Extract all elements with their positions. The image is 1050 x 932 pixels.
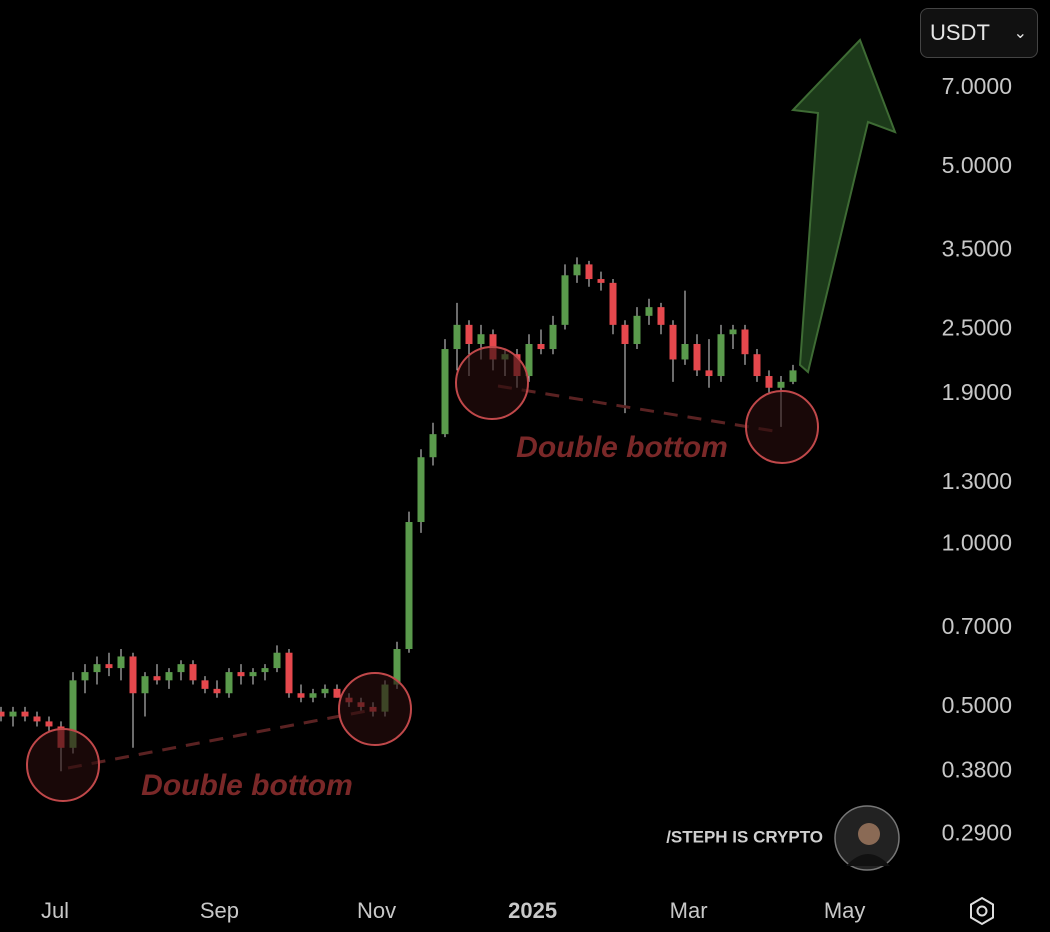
avatar-head bbox=[858, 823, 880, 845]
circle-marker bbox=[455, 346, 529, 420]
candle-body bbox=[393, 649, 401, 685]
candle-body bbox=[297, 693, 305, 698]
trend-line bbox=[67, 708, 373, 770]
y-tick-label: 3.5000 bbox=[942, 236, 1012, 262]
y-tick-label: 0.5000 bbox=[942, 692, 1012, 718]
candle-body bbox=[213, 688, 221, 694]
candle-body bbox=[153, 676, 161, 681]
candle-body bbox=[681, 344, 689, 360]
avatar bbox=[834, 805, 900, 871]
candle-body bbox=[621, 324, 629, 345]
currency-label[interactable]: USDT bbox=[930, 20, 990, 45]
candle-body bbox=[201, 680, 209, 689]
candle-body bbox=[645, 307, 653, 316]
candle-body bbox=[525, 344, 533, 377]
y-tick-label: 2.5000 bbox=[942, 315, 1012, 341]
x-tick-label: Sep bbox=[200, 898, 239, 923]
candle-body bbox=[573, 264, 581, 276]
x-tick-label: 2025 bbox=[508, 898, 557, 923]
x-tick-label: Nov bbox=[357, 898, 396, 923]
candle-body bbox=[429, 434, 437, 458]
candle-body bbox=[561, 275, 569, 325]
candle-body bbox=[669, 324, 677, 360]
candle-body bbox=[249, 672, 257, 677]
candle-body bbox=[453, 324, 461, 350]
candle-body bbox=[225, 672, 233, 694]
candle-body bbox=[141, 676, 149, 694]
candle-body bbox=[585, 264, 593, 280]
candle-body bbox=[333, 688, 341, 698]
candle-body bbox=[753, 354, 761, 377]
candle-body bbox=[633, 315, 641, 345]
settings-icon[interactable] bbox=[970, 896, 994, 926]
y-tick-label: 7.0000 bbox=[942, 73, 1012, 99]
candle-body bbox=[189, 664, 197, 681]
candle-body bbox=[237, 672, 245, 677]
x-tick-label: May bbox=[824, 898, 866, 923]
candle-body bbox=[81, 672, 89, 681]
circle-marker bbox=[26, 728, 100, 802]
y-tick-label: 1.3000 bbox=[942, 468, 1012, 494]
candle-body bbox=[765, 376, 773, 388]
candle-body bbox=[117, 656, 125, 669]
x-tick-label: Mar bbox=[670, 898, 708, 923]
candle-body bbox=[177, 664, 185, 673]
candle-body bbox=[597, 279, 605, 283]
candle-body bbox=[21, 711, 29, 717]
chevron[interactable]: ⌄ bbox=[1013, 25, 1027, 42]
candle-body bbox=[705, 370, 713, 377]
annotation-text: Double bottom bbox=[141, 769, 353, 802]
candle-body bbox=[0, 711, 5, 717]
candle-body bbox=[309, 693, 317, 698]
currency-select[interactable]: USDT ⌄ bbox=[920, 8, 1038, 58]
candle-body bbox=[33, 716, 41, 722]
candle-body bbox=[477, 334, 485, 345]
candle-body bbox=[45, 721, 53, 727]
annotations: Double bottom Double bottom bbox=[26, 346, 819, 802]
candle-body bbox=[465, 324, 473, 345]
candle-body bbox=[285, 652, 293, 694]
arrow bbox=[790, 38, 897, 374]
y-tick-label: 1.0000 bbox=[942, 529, 1012, 555]
candle-body bbox=[777, 381, 785, 388]
candle-body bbox=[741, 329, 749, 355]
y-tick-label: 5.0000 bbox=[942, 152, 1012, 178]
trend-line bbox=[497, 384, 781, 434]
watermark: /STEPH IS CRYPTO bbox=[666, 827, 823, 846]
circle-marker bbox=[745, 390, 819, 464]
candle-body bbox=[321, 688, 329, 694]
y-tick-label: 0.3800 bbox=[942, 756, 1012, 782]
candle-body bbox=[549, 324, 557, 350]
candle-body bbox=[261, 668, 269, 673]
candles bbox=[0, 257, 797, 772]
circle-marker bbox=[338, 672, 412, 746]
candle-body bbox=[537, 344, 545, 350]
avatar-body bbox=[846, 854, 890, 866]
y-tick-label: 1.9000 bbox=[942, 379, 1012, 405]
candle-body bbox=[657, 307, 665, 325]
y-tick-label: 0.2900 bbox=[942, 820, 1012, 846]
settings-hex[interactable] bbox=[970, 896, 994, 926]
annotation-text: Double bottom bbox=[516, 431, 728, 464]
candle-body bbox=[129, 656, 137, 694]
candle-body bbox=[273, 652, 281, 669]
candle-body bbox=[105, 664, 113, 669]
y-tick-label: 0.7000 bbox=[942, 613, 1012, 639]
settings-dot[interactable] bbox=[976, 905, 988, 917]
candle-body bbox=[69, 680, 77, 748]
candle-body bbox=[405, 522, 413, 650]
x-tick-label: Jul bbox=[41, 898, 69, 923]
candle-body bbox=[165, 672, 173, 681]
candle-body bbox=[93, 664, 101, 673]
candle-body bbox=[9, 711, 17, 717]
candle-body bbox=[417, 457, 425, 523]
candle-body bbox=[717, 334, 725, 377]
candle-body bbox=[789, 370, 797, 382]
candle-body bbox=[693, 344, 701, 371]
candle-body bbox=[441, 349, 449, 435]
candle-body bbox=[729, 329, 737, 335]
candle-body bbox=[609, 282, 617, 325]
